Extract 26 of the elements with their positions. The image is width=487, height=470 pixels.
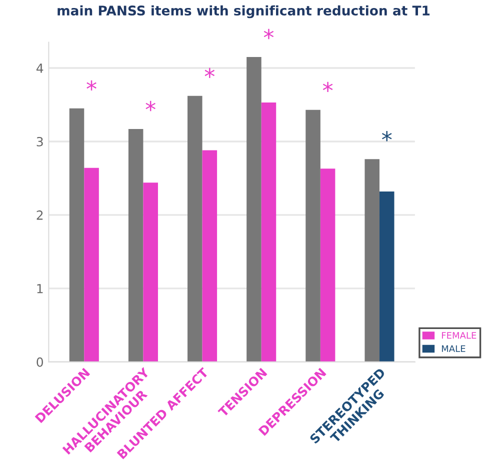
bar <box>320 168 336 362</box>
annotation: * <box>86 80 96 90</box>
bar <box>379 191 394 362</box>
bar <box>69 108 84 362</box>
bar <box>246 56 262 362</box>
annotation: * <box>322 82 333 92</box>
bar <box>84 168 99 362</box>
bar <box>306 110 320 362</box>
y-tick-label: 3 <box>36 136 43 146</box>
y-tick-label: 2 <box>36 210 43 220</box>
y-tick-label: 1 <box>37 284 43 294</box>
bar <box>143 182 158 362</box>
chart-title: main PANSS items with significant reduction at T1 <box>58 5 430 18</box>
bar <box>202 150 218 362</box>
bar <box>261 102 276 362</box>
bar <box>128 128 144 362</box>
y-tick-label: 4 <box>36 64 44 73</box>
annotation: * <box>382 131 392 142</box>
legend-label: FEMALE <box>442 332 476 339</box>
y-tick-label: 0 <box>36 357 44 367</box>
annotation: * <box>204 68 215 78</box>
bar <box>188 96 202 362</box>
annotation: * <box>146 100 156 112</box>
bar <box>364 159 380 362</box>
legend-label: MALE <box>442 345 466 352</box>
text: * <box>264 28 274 40</box>
